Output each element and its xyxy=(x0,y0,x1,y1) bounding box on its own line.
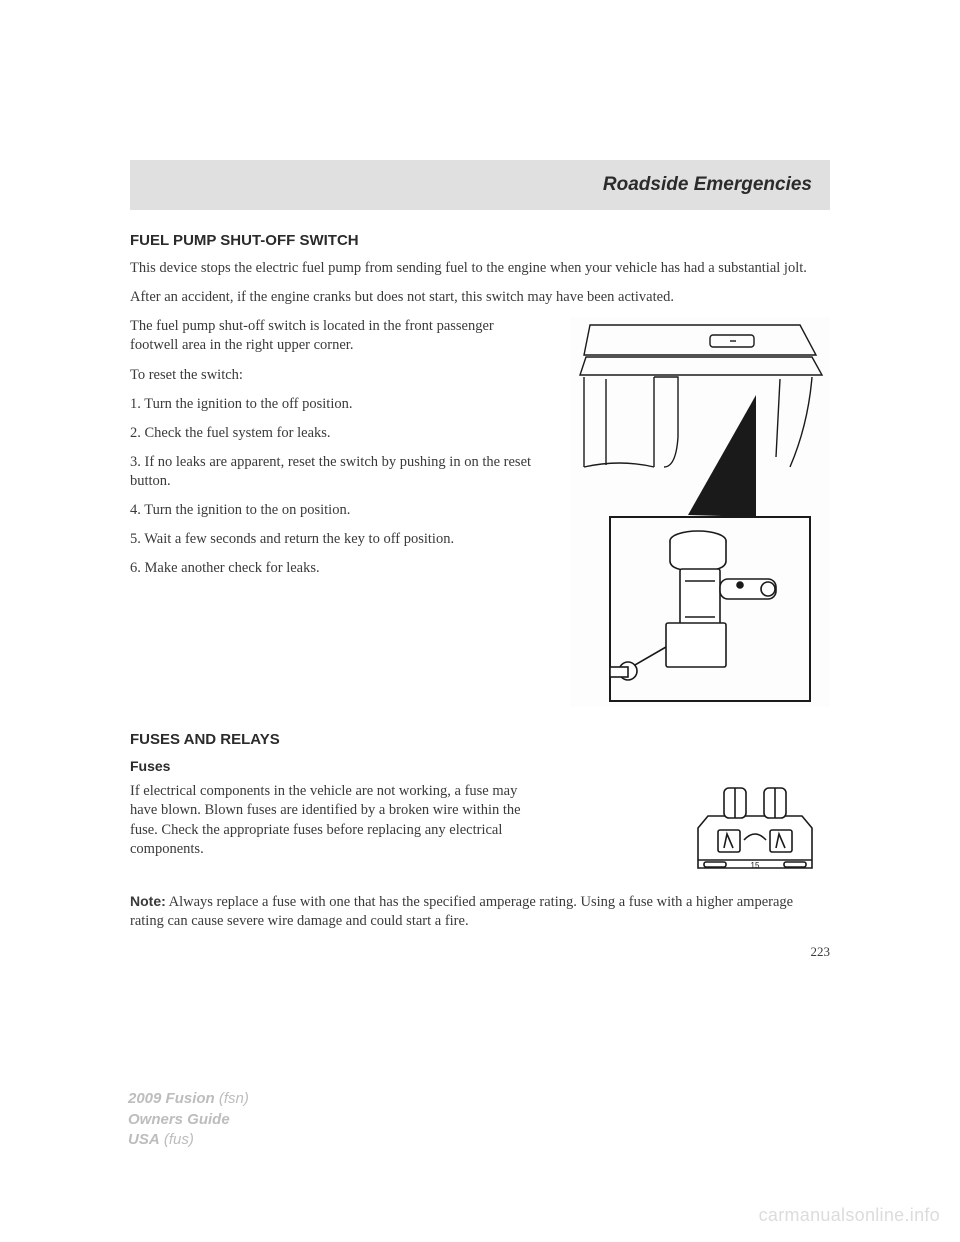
chapter-header: Roadside Emergencies xyxy=(130,160,830,210)
page-number: 223 xyxy=(130,944,830,960)
note-text: Always replace a fuse with one that has … xyxy=(130,894,793,929)
paragraph: After an accident, if the engine cranks … xyxy=(130,288,830,307)
footwell-switch-illustration xyxy=(570,317,830,707)
document-footer: 2009 Fusion (fsn) Owners Guide USA (fus) xyxy=(128,1089,249,1150)
paragraph: If electrical components in the vehicle … xyxy=(130,782,534,859)
paragraph: This device stops the electric fuel pump… xyxy=(130,259,830,278)
footer-region: USA xyxy=(128,1131,160,1148)
footer-model: 2009 Fusion xyxy=(128,1090,215,1107)
paragraph: The fuel pump shut-off switch is located… xyxy=(130,317,534,355)
step: 5. Wait a few seconds and return the key… xyxy=(130,530,534,549)
footer-model-code: (fsn) xyxy=(215,1090,249,1107)
step: 2. Check the fuel system for leaks. xyxy=(130,424,534,443)
step: 6. Make another check for leaks. xyxy=(130,559,534,578)
subheading-fuses: Fuses xyxy=(130,758,830,774)
paragraph: To reset the switch: xyxy=(130,366,534,385)
footer-guide: Owners Guide xyxy=(128,1110,249,1130)
note-label: Note: xyxy=(130,893,166,909)
step: 4. Turn the ignition to the on position. xyxy=(130,501,534,520)
step: 1. Turn the ignition to the off position… xyxy=(130,395,534,414)
fuse-amperage-label: 15 xyxy=(751,861,760,870)
chapter-title: Roadside Emergencies xyxy=(603,174,812,196)
note-paragraph: Note: Always replace a fuse with one tha… xyxy=(130,892,830,931)
section-heading-fuel-pump: FUEL PUMP SHUT-OFF SWITCH xyxy=(130,232,830,249)
step: 3. If no leaks are apparent, reset the s… xyxy=(130,453,534,491)
section-heading-fuses-relays: FUSES AND RELAYS xyxy=(130,731,830,748)
fuse-illustration: 15 xyxy=(680,782,830,892)
footer-region-code: (fus) xyxy=(160,1131,194,1148)
watermark: carmanualsonline.info xyxy=(759,1205,940,1226)
